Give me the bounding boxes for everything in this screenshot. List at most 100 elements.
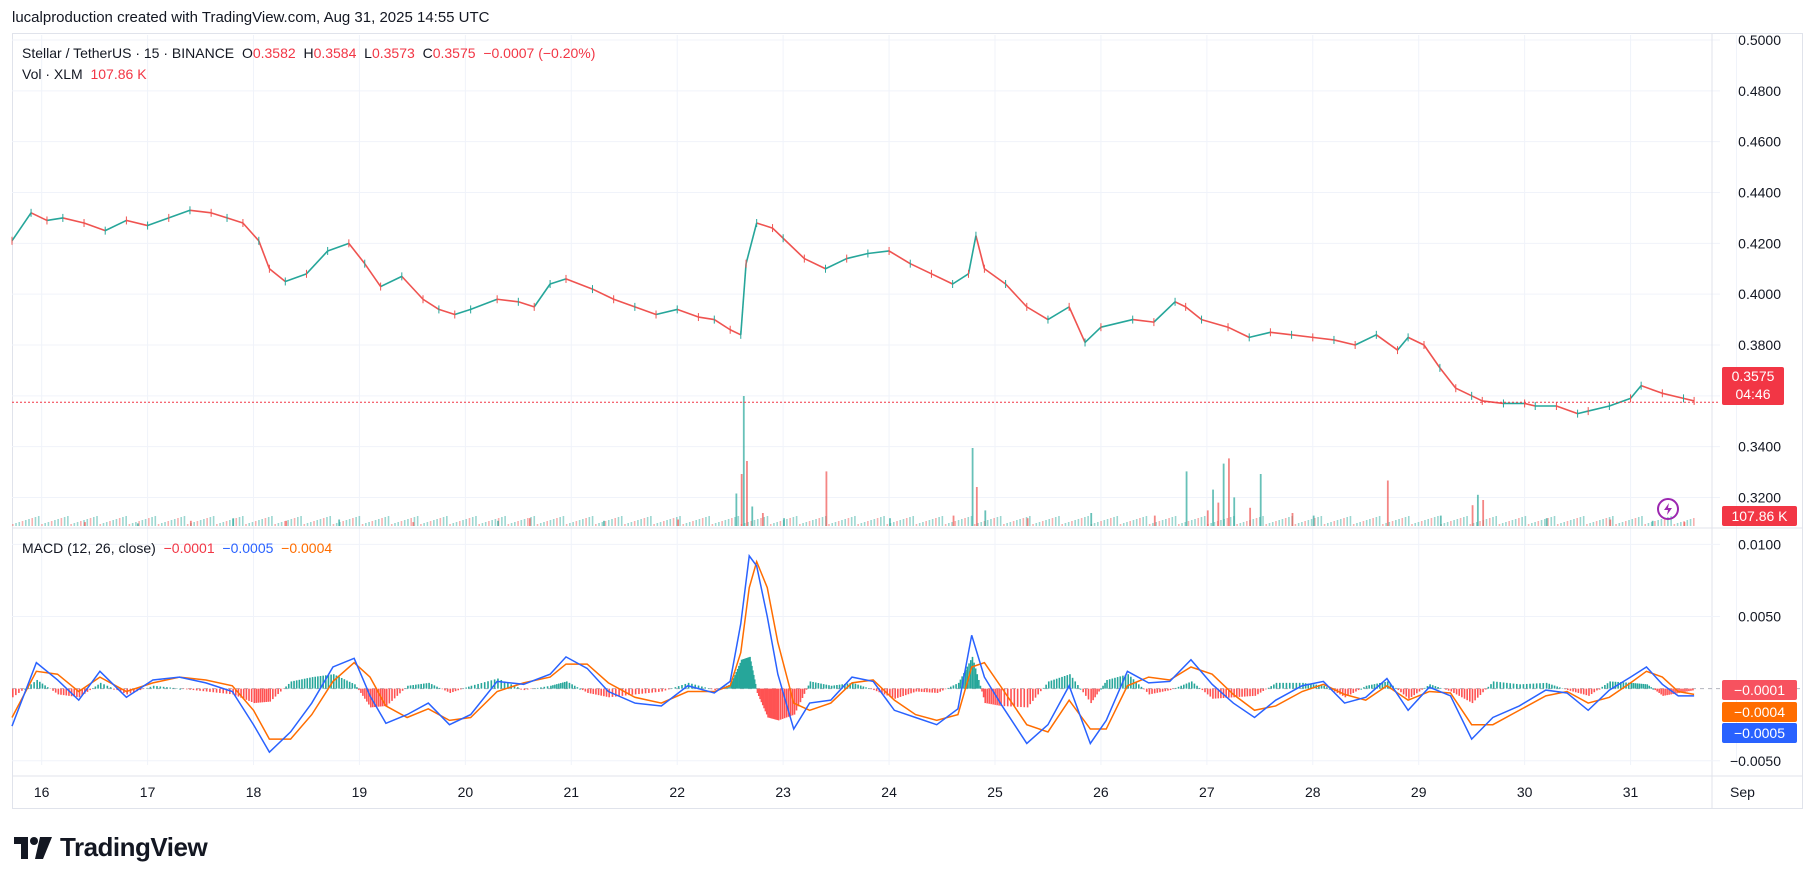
macd-histogram-bar [477,683,479,689]
volume-bar [125,516,127,526]
macd-histogram-bar [41,683,44,689]
volume-bar [562,516,565,526]
macd-histogram-bar [295,680,298,689]
price-segment [698,316,715,321]
macd-histogram-bar [986,688,988,704]
volume-bar [1589,523,1591,526]
macd-histogram-bar [364,688,366,699]
macd-histogram-bar [507,682,509,689]
macd-histogram-bar [641,688,644,694]
volume-bar [620,516,623,526]
macd-histogram-bar [783,688,786,719]
price-segment [438,308,456,316]
macd-histogram-bar [862,686,865,689]
macd-histogram-bar [356,687,358,689]
macd-histogram-bar [801,688,804,699]
macd-histogram-bar [1601,686,1604,689]
volume-spike-bar [677,519,680,526]
macd-histogram-bar [358,688,360,691]
volume-bar [643,518,646,526]
volume-spike-bar [1482,500,1485,526]
macd-histogram-bar [375,688,378,707]
macd-histogram-bar [1032,688,1034,701]
macd-histogram-bar [1047,681,1050,689]
volume-bar [1660,519,1663,526]
volume-bar [1586,524,1588,526]
price-segment [226,217,244,224]
macd-histogram-bar [257,688,260,703]
macd-histogram-bar [106,685,109,689]
volume-bar [870,520,872,526]
macd-histogram-bar [587,688,589,693]
volume-bar [452,523,455,526]
volume-spike-bar [975,487,978,526]
volume-bar [96,516,98,526]
macd-histogram-bar [460,688,462,690]
macd-histogram-bar [1692,688,1694,691]
legend-macd-label[interactable]: MACD (12, 26, close) [22,540,156,556]
macd-histogram-bar [795,688,798,711]
volume-bar [1077,519,1080,526]
volume-bar [769,524,772,526]
macd-histogram-bar [741,659,744,689]
volume-bar [50,521,53,526]
volume-bar [1262,516,1264,526]
macd-histogram-bar [1326,687,1328,689]
volume-bar [471,517,474,526]
time-tick-label: 19 [352,784,368,800]
tradingview-logo[interactable]: TradingView [14,832,208,863]
macd-histogram-bar [1650,687,1653,689]
macd-histogram-bar [1580,688,1582,694]
macd-histogram-bar [1241,688,1243,697]
volume-bar [549,520,552,526]
legend-symbol[interactable]: Stellar / TetherUS · 15 · BINANCE [22,45,235,61]
volume-bar [300,516,302,526]
legend-high: 0.3584 [313,45,357,61]
volume-bar [646,517,649,526]
macd-histogram-bar [1638,683,1641,689]
macd-histogram-bar [1251,688,1254,697]
volume-bar [630,522,633,526]
volume-bar [1158,521,1161,526]
volume-bar [1109,518,1112,526]
macd-histogram-bar [99,682,102,689]
volume-bar [514,522,516,526]
legend-vol-label[interactable]: Vol · XLM [22,66,83,82]
macd-histogram-bar [1177,686,1180,689]
macd-histogram-bar [558,683,560,689]
macd-histogram-bar [667,688,670,690]
volume-spike-bar [1233,497,1236,526]
price-segment [655,308,678,316]
volume-bar [582,519,584,526]
volume-bar [1048,519,1051,526]
price-segment [1312,336,1335,341]
macd-histogram-bar [748,657,750,689]
volume-bar [1029,516,1031,526]
volume-bar [1268,523,1271,526]
macd-histogram-bar [1249,688,1251,697]
macd-histogram-bar [1680,688,1682,693]
macd-histogram-bar [274,688,277,697]
volume-bar [186,524,189,526]
volume-bar [1165,519,1167,526]
macd-histogram-bar [1307,683,1310,689]
price-segment [1587,405,1610,412]
macd-histogram-bar [1461,688,1463,698]
macd-histogram-bar [928,688,931,693]
price-segment [1047,306,1070,321]
volume-bar [1054,517,1057,526]
macd-histogram-bar [33,682,35,689]
macd-histogram-bar [1145,688,1148,692]
volume-bar [1352,524,1355,526]
volume-bar [753,520,756,526]
price-segment [1407,336,1425,346]
lightning-icon[interactable] [1657,498,1679,520]
legend-open: 0.3582 [252,45,296,61]
volume-bar [1663,518,1666,526]
macd-histogram-bar [1159,688,1161,693]
macd-histogram-bar [807,685,810,689]
volume-bar [1178,524,1180,526]
volume-bar [1375,517,1378,526]
volume-bar [1602,519,1604,526]
